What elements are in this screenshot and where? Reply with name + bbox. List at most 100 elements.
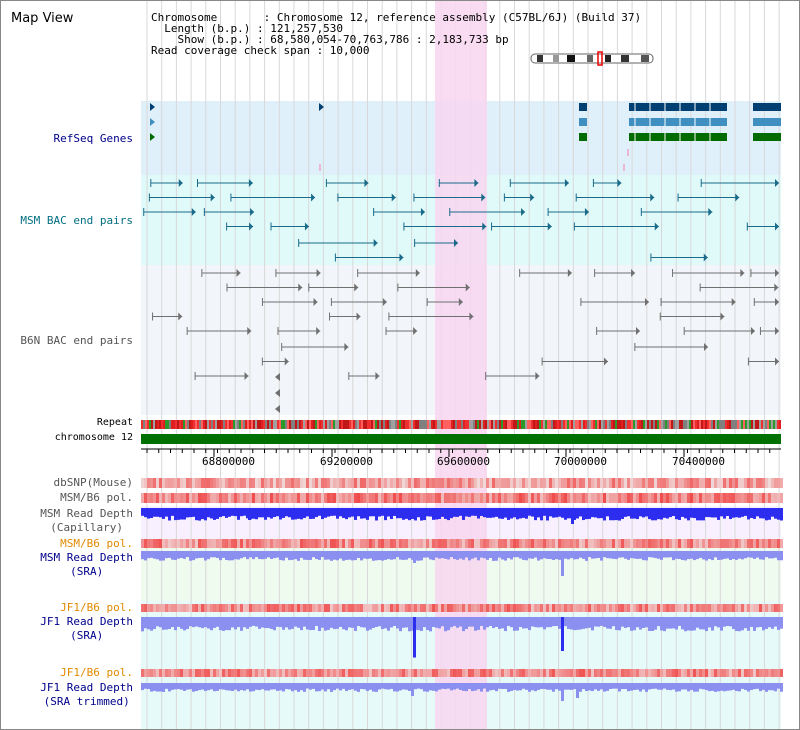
repeat-mark [575, 420, 577, 429]
read-depth-bar [195, 617, 198, 627]
polymorphism-mark [501, 539, 504, 548]
polymorphism-mark [315, 604, 318, 612]
track-label-jf1-b6-pol[interactable]: JF1/B6 pol. [60, 601, 133, 614]
polymorphism-mark [387, 539, 390, 548]
repeat-mark [525, 420, 527, 429]
read-depth-bar [306, 617, 309, 630]
polymorphism-mark [312, 669, 315, 677]
polymorphism-mark [675, 604, 678, 612]
track-label-jf1-depth-trimmed[interactable]: JF1 Read Depth (SRA trimmed) [40, 681, 133, 709]
read-depth-bar [234, 551, 237, 560]
repeat-mark [253, 420, 255, 429]
repeat-mark [719, 420, 721, 429]
read-depth-bar [285, 683, 288, 690]
read-depth-bar [192, 683, 195, 692]
polymorphism-mark [390, 493, 393, 503]
read-depth-bar [174, 617, 177, 631]
polymorphism-mark [711, 478, 714, 488]
repeat-mark [363, 420, 365, 429]
repeat-mark [671, 420, 673, 429]
read-depth-bar [408, 617, 411, 632]
read-depth-bar [717, 551, 720, 560]
track-label-b6n-bac[interactable]: B6N BAC end pairs [20, 334, 133, 347]
read-depth-bar [375, 617, 378, 627]
repeat-mark [257, 420, 259, 429]
read-depth-bar [420, 683, 423, 690]
polymorphism-mark [300, 604, 303, 612]
repeat-mark [141, 420, 143, 429]
gene-mark [629, 133, 727, 141]
polymorphism-mark [657, 604, 660, 612]
read-depth-bar [747, 683, 750, 692]
bac-end [708, 208, 713, 216]
read-depth-bar [399, 617, 402, 632]
read-depth-bar [189, 617, 192, 627]
read-depth-bar [723, 617, 726, 627]
polymorphism-mark [282, 493, 285, 503]
polymorphism-mark [606, 669, 609, 677]
polymorphism-mark [327, 604, 330, 612]
track-label-jf1-b6-pol-2[interactable]: JF1/B6 pol. [60, 666, 133, 679]
track-label-msm-depth-capillary[interactable]: MSM Read Depth (Capillary) [40, 507, 133, 535]
read-depth-bar [462, 683, 465, 691]
polymorphism-mark [330, 604, 333, 612]
polymorphism-mark [618, 539, 621, 548]
read-depth-bar [189, 508, 192, 518]
read-depth-bar [264, 683, 267, 691]
track-label-msm-b6-pol[interactable]: MSM/B6 pol. [60, 491, 133, 504]
polymorphism-mark [345, 478, 348, 488]
read-depth-bar [171, 617, 174, 628]
read-depth-bar [711, 683, 714, 691]
gene-mark [579, 133, 587, 141]
read-depth-bar [567, 683, 570, 690]
read-depth-bar [255, 551, 258, 558]
repeat-mark [533, 420, 535, 429]
polymorphism-mark [180, 478, 183, 488]
polymorphism-mark [663, 669, 666, 677]
polymorphism-mark [195, 669, 198, 677]
track-label-msm-b6-pol-2[interactable]: MSM/B6 pol. [60, 537, 133, 550]
polymorphism-mark [450, 604, 453, 612]
polymorphism-mark [597, 478, 600, 488]
bac-end [774, 283, 779, 292]
read-depth-bar [351, 508, 354, 517]
track-label-dbsnp[interactable]: dbSNP(Mouse) [53, 476, 133, 489]
track-label-msm-bac[interactable]: MSM BAC end pairs [20, 214, 133, 227]
read-depth-bar [687, 617, 690, 631]
read-depth-bar [489, 508, 492, 518]
read-depth-bar [504, 617, 507, 632]
track-label-jf1-depth-sra[interactable]: JF1 Read Depth (SRA) [40, 615, 133, 643]
repeat-mark [637, 420, 639, 429]
repeat-mark [175, 420, 177, 429]
gene-mark [319, 103, 324, 111]
read-depth-bar [723, 683, 726, 692]
repeat-mark [633, 420, 635, 429]
track-label-msm-depth-sra[interactable]: MSM Read Depth (SRA) [40, 551, 133, 579]
polymorphism-mark [234, 493, 237, 503]
polymorphism-mark [414, 539, 417, 548]
read-depth-bar [330, 551, 333, 561]
read-depth-bar [288, 617, 291, 630]
repeat-mark [647, 420, 649, 429]
repeat-mark [243, 420, 245, 429]
polymorphism-mark [507, 493, 510, 503]
read-depth-bar [249, 617, 252, 627]
track-label-refseq-genes[interactable]: RefSeq Genes [53, 132, 133, 145]
read-depth-bar [639, 617, 642, 630]
polymorphism-mark [315, 669, 318, 677]
read-depth-bar [489, 617, 492, 627]
repeat-mark [373, 420, 375, 429]
read-depth-bar [384, 551, 387, 560]
polymorphism-mark [201, 478, 204, 488]
bac-end [236, 269, 241, 277]
polymorphism-mark [756, 604, 759, 612]
read-depth-bar [258, 508, 261, 518]
read-depth-bar [396, 508, 399, 519]
read-depth-bar [714, 551, 717, 558]
read-depth-bar [564, 508, 567, 520]
read-depth-bar [510, 683, 513, 692]
polymorphism-mark [684, 493, 687, 503]
polymorphism-mark [591, 493, 594, 503]
read-depth-bar [699, 551, 702, 558]
